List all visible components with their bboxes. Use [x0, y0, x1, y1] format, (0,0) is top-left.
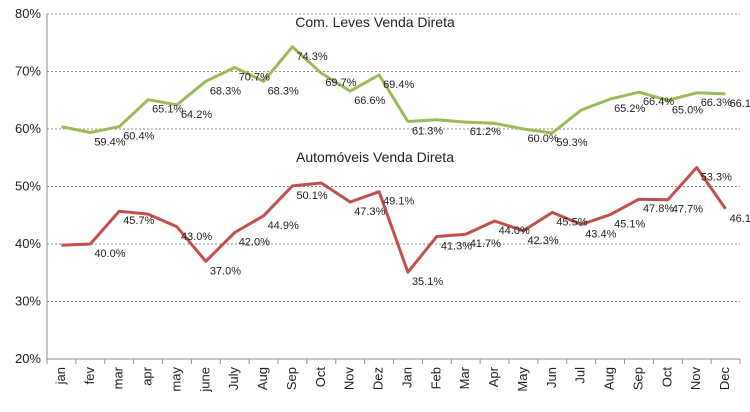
data-label: 45.5%: [556, 216, 587, 228]
data-label: 64.2%: [181, 109, 212, 121]
data-label: 44.0%: [499, 225, 530, 237]
x-tick-label: Mar: [457, 366, 472, 389]
data-label: 40.0%: [94, 248, 125, 260]
x-tick-label: Nov: [342, 367, 357, 391]
data-label: 47.3%: [354, 206, 385, 218]
y-tick-label: 30%: [15, 294, 41, 309]
data-label: 46.1%: [730, 213, 750, 225]
data-label: 59.4%: [94, 136, 125, 148]
y-tick-label: 50%: [15, 179, 41, 194]
y-axis: 20% 30% 40% 50% 60% 70% 80%: [15, 6, 48, 366]
data-label: 66.4%: [643, 96, 674, 108]
data-label: 65.0%: [672, 104, 703, 116]
data-label: 69.7%: [325, 77, 356, 89]
x-tick-label: may: [168, 367, 183, 392]
data-label: 65.1%: [152, 104, 183, 116]
x-tick-label: Feb: [428, 367, 443, 389]
data-labels: 59.4%60.4% 65.1%64.2% 68.3% 70.7% 68.3% 74.3%…: [94, 51, 750, 288]
data-label: 45.1%: [614, 219, 645, 231]
data-label: 61.2%: [470, 126, 501, 138]
data-label: 37.0%: [210, 265, 241, 277]
data-label: 47.8%: [643, 203, 674, 215]
x-tick-label: Oct: [659, 367, 674, 388]
data-label: 43.0%: [181, 231, 212, 243]
data-label: 41.7%: [470, 238, 501, 250]
data-label: 65.2%: [614, 103, 645, 115]
x-tick-label: apr: [140, 366, 155, 385]
data-label: 42.0%: [239, 237, 270, 249]
x-tick-label: Dez: [371, 367, 386, 390]
data-label: 41.3%: [441, 241, 472, 253]
x-tick-label: Jul: [573, 367, 588, 384]
data-label: 50.1%: [296, 190, 327, 202]
x-tick-label: fev: [82, 367, 97, 385]
y-tick-label: 40%: [15, 236, 41, 251]
data-label: 60.0%: [527, 133, 558, 145]
data-label: 66.6%: [354, 95, 385, 107]
x-tick-label: Jan: [399, 367, 414, 388]
x-tick-label: Oct: [313, 367, 328, 388]
data-label: 49.1%: [383, 196, 414, 208]
y-tick-label: 20%: [15, 351, 41, 366]
x-tick-label: Aug: [602, 367, 617, 390]
data-label: 66.3%: [701, 97, 732, 109]
data-label: 47.7%: [672, 204, 703, 216]
x-tick-label: june: [197, 367, 212, 393]
x-tick-label: Nov: [688, 367, 703, 391]
data-label: 66.1%: [730, 98, 750, 110]
data-label: 61.3%: [412, 126, 443, 138]
x-tick-label: Sep: [630, 367, 645, 390]
data-label: 44.9%: [268, 220, 299, 232]
x-axis: jan fev mar apr may june July Aug Sep Oct Nov Dez Ja…: [46, 358, 741, 393]
data-label: 45.7%: [123, 215, 154, 227]
series-line-automoveis: [61, 166, 727, 274]
data-label: 68.3%: [268, 85, 299, 97]
x-tick-label: Aug: [255, 367, 270, 390]
series-title-com-leves: Com. Leves Venda Direta: [295, 14, 455, 30]
data-label: 69.4%: [383, 79, 414, 91]
x-tick-label: jan: [53, 367, 68, 385]
x-tick-label: Sep: [284, 367, 299, 390]
data-label: 35.1%: [412, 276, 443, 288]
x-tick-label: July: [226, 367, 241, 391]
data-label: 68.3%: [210, 85, 241, 97]
y-tick-label: 60%: [15, 121, 41, 136]
series-line-com-leves: [61, 45, 726, 135]
data-label: 43.4%: [585, 228, 616, 240]
x-tick-label: Dec: [717, 367, 732, 391]
y-tick-label: 70%: [15, 64, 41, 79]
series-title-automoveis: Automóveis Venda Direta: [296, 149, 454, 165]
data-label: 74.3%: [296, 51, 327, 63]
x-tick-label: Jun: [544, 367, 559, 388]
series-lines: [61, 45, 727, 274]
x-tick-label: May: [515, 367, 530, 392]
data-label: 42.3%: [527, 235, 558, 247]
x-tick-label: Apr: [486, 366, 501, 387]
gridlines: [47, 13, 740, 302]
x-tick-label: mar: [111, 366, 126, 389]
y-tick-label: 80%: [15, 6, 41, 21]
data-label: 70.7%: [239, 71, 270, 83]
data-label: 53.3%: [701, 172, 732, 184]
data-label: 59.3%: [556, 137, 587, 149]
data-label: 60.4%: [123, 131, 154, 143]
